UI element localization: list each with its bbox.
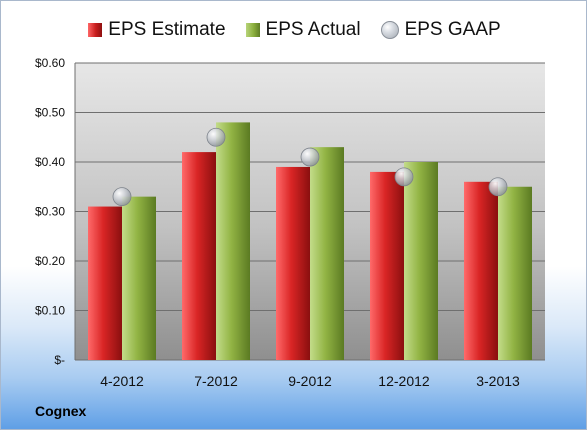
legend-label-gaap: EPS GAAP	[404, 19, 501, 40]
bubble-eps-gaap	[112, 187, 132, 207]
bars	[88, 122, 532, 361]
bubble-eps-gaap	[394, 167, 414, 187]
y-tick-label: $0.30	[35, 205, 65, 219]
red-square-icon	[88, 23, 103, 37]
y-tick-label: $0.10	[35, 304, 65, 318]
bar-eps-estimate	[276, 166, 310, 360]
y-tick-label: $0.60	[35, 56, 65, 70]
bar-eps-estimate	[88, 206, 122, 360]
x-tick-label: 3-2013	[476, 373, 520, 389]
legend-item-gaap: EPS GAAP	[380, 19, 501, 41]
x-tick-label: 9-2012	[288, 373, 332, 389]
y-tick-label: $0.50	[35, 106, 65, 120]
bar-eps-estimate	[182, 152, 216, 360]
bar-eps-estimate	[370, 171, 404, 360]
bar-eps-actual	[216, 122, 250, 361]
bar-eps-actual	[498, 186, 532, 360]
bar-eps-actual	[122, 196, 156, 360]
x-tick-label: 4-2012	[100, 373, 144, 389]
y-tick-label: $0.40	[35, 155, 65, 169]
bar-eps-actual	[310, 147, 344, 360]
gray-bubble-icon	[380, 21, 399, 39]
legend-label-estimate: EPS Estimate	[108, 19, 226, 40]
x-tick-label: 12-2012	[378, 373, 430, 389]
green-square-icon	[245, 23, 260, 37]
legend-item-actual: EPS Actual	[245, 19, 361, 41]
x-tick-label: 7-2012	[194, 373, 238, 389]
legend-item-estimate: EPS Estimate	[88, 19, 226, 41]
bubble-eps-gaap	[300, 147, 320, 167]
y-axis-ticks: $- $0.10 $0.20 $0.30 $0.40 $0.50 $0.60	[35, 56, 65, 367]
y-tick-label: $0.20	[35, 254, 65, 268]
legend: EPS Estimate EPS Actual EPS GAAP	[1, 15, 586, 45]
bar-eps-estimate	[464, 181, 498, 360]
x-axis-ticks: 4-2012 7-2012 9-2012 12-2012 3-2013	[100, 373, 520, 389]
bar-eps-actual	[404, 162, 438, 360]
legend-label-actual: EPS Actual	[265, 19, 361, 40]
bubble-eps-gaap	[488, 177, 508, 197]
company-name: Cognex	[35, 403, 87, 419]
y-tick-label: $-	[54, 353, 65, 367]
bubble-eps-gaap	[206, 127, 226, 147]
gaap-bubbles	[112, 127, 508, 207]
